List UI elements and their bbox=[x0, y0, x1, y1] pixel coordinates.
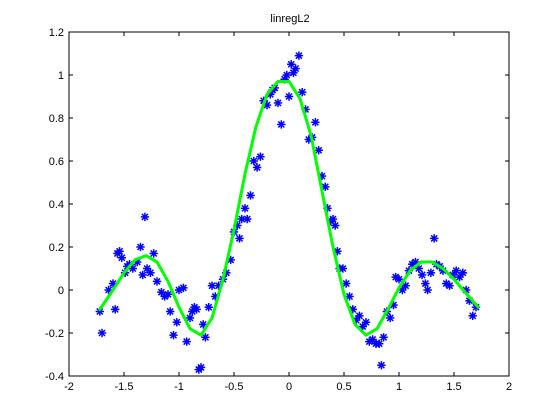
data-point bbox=[386, 313, 395, 323]
data-point bbox=[342, 279, 351, 288]
data-point bbox=[192, 305, 201, 314]
data-point bbox=[426, 268, 436, 277]
data-point bbox=[149, 249, 158, 258]
data-point bbox=[136, 242, 145, 252]
data-point bbox=[97, 328, 107, 338]
data-point bbox=[338, 264, 348, 273]
data-point bbox=[256, 152, 265, 161]
y-tick-label: 1.2 bbox=[49, 27, 64, 39]
data-point bbox=[140, 212, 150, 222]
data-point bbox=[138, 270, 147, 280]
data-point bbox=[166, 307, 175, 316]
data-point bbox=[201, 333, 210, 342]
y-tick-label: 0.4 bbox=[49, 199, 64, 211]
data-point bbox=[252, 163, 262, 172]
data-point bbox=[243, 214, 252, 224]
x-tick-label: 0 bbox=[286, 381, 292, 393]
data-point bbox=[240, 204, 250, 213]
data-point bbox=[294, 51, 304, 60]
chart-title: linregL2 bbox=[270, 13, 309, 25]
data-point bbox=[423, 285, 432, 295]
data-point bbox=[430, 234, 439, 243]
data-point bbox=[421, 279, 430, 288]
data-point bbox=[146, 268, 155, 277]
data-point bbox=[284, 92, 294, 101]
data-point bbox=[331, 221, 340, 230]
x-tick-label: -2 bbox=[64, 381, 74, 393]
data-point bbox=[204, 303, 213, 312]
data-point bbox=[199, 320, 208, 329]
x-tick-label: 0.5 bbox=[336, 381, 351, 393]
data-point bbox=[291, 64, 300, 73]
data-point bbox=[445, 281, 454, 290]
y-tick-label: 0.6 bbox=[49, 156, 64, 168]
data-point bbox=[235, 234, 244, 243]
data-point bbox=[182, 337, 191, 346]
data-point bbox=[328, 214, 338, 224]
data-point bbox=[179, 283, 188, 293]
data-point bbox=[277, 120, 286, 129]
data-point bbox=[375, 339, 384, 348]
data-point bbox=[417, 270, 427, 280]
data-point bbox=[237, 214, 246, 224]
data-point bbox=[298, 88, 307, 97]
data-point bbox=[458, 268, 467, 277]
x-tick-label: -1.5 bbox=[115, 381, 134, 393]
data-point bbox=[282, 70, 291, 80]
y-tick-label: 0.2 bbox=[49, 242, 64, 254]
y-tick-label: 0 bbox=[58, 285, 64, 297]
data-point bbox=[196, 363, 206, 372]
data-point bbox=[452, 266, 461, 275]
data-point bbox=[455, 272, 464, 282]
data-point bbox=[361, 318, 371, 327]
data-point bbox=[468, 311, 477, 320]
data-point bbox=[379, 333, 388, 342]
data-point bbox=[311, 118, 320, 127]
axes: -2 -1.5 -1 -0.5 0 0.5 1 1.5 2 -0.4 -0.2 0 0.2 0.4 0.6 0… bbox=[45, 27, 512, 393]
data-point bbox=[273, 98, 283, 108]
data-point bbox=[314, 146, 323, 155]
series-line bbox=[98, 79, 480, 337]
data-point bbox=[163, 290, 173, 299]
data-point bbox=[246, 191, 255, 200]
x-tick-label: -1 bbox=[174, 381, 184, 393]
data-point bbox=[321, 182, 330, 191]
data-point bbox=[111, 305, 120, 314]
data-point bbox=[152, 277, 162, 286]
y-tick-label: 1 bbox=[58, 70, 64, 82]
x-tick-label: 2 bbox=[506, 381, 512, 393]
data-point bbox=[355, 311, 364, 320]
y-tick-label: -0.2 bbox=[45, 328, 64, 340]
data-point bbox=[115, 247, 124, 256]
data-point bbox=[185, 313, 195, 323]
data-point bbox=[169, 330, 178, 340]
data-point bbox=[345, 292, 354, 301]
data-point bbox=[117, 253, 126, 262]
data-point bbox=[401, 281, 410, 290]
y-tick-label: 0.8 bbox=[49, 113, 64, 125]
data-point bbox=[394, 275, 404, 284]
data-point bbox=[377, 361, 386, 370]
data-point bbox=[249, 156, 258, 166]
plot-area bbox=[95, 51, 481, 374]
y-tick-label: -0.4 bbox=[45, 371, 64, 383]
x-tick-label: 1 bbox=[396, 381, 402, 393]
x-tick-label: -0.5 bbox=[225, 381, 244, 393]
data-point bbox=[172, 318, 181, 327]
x-tick-label: 1.5 bbox=[446, 381, 461, 393]
data-point bbox=[128, 264, 137, 273]
